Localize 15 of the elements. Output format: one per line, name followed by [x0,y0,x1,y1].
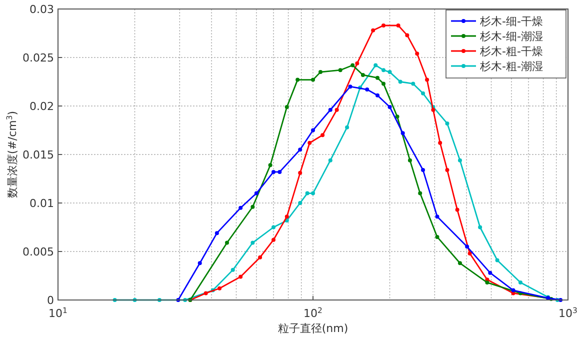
x-axis-title: 粒子直径(nm) [278,322,348,335]
y-tick-label: 0.015 [22,148,54,162]
y-tick-label: 0.005 [22,245,54,258]
legend-label: 杉木-细-潮湿 [479,30,543,43]
y-tick-label: 0 [47,294,54,307]
y-tick-label: 0.02 [30,100,54,113]
legend-label: 杉木-细-干燥 [479,14,543,28]
x-tick-label: 10$^{2}$ [304,306,323,320]
x-tick-label: 10$^{1}$ [48,306,68,320]
y-tick-label: 0.01 [30,196,54,210]
legend-label: 杉木-粗-潮湿 [479,60,543,73]
legend-label: 杉木-粗-干燥 [479,44,543,58]
y-tick-label: 0.03 [30,2,54,16]
x-tick-label: 10$^{3}$ [558,306,578,320]
y-tick-label: 0.025 [22,51,54,64]
